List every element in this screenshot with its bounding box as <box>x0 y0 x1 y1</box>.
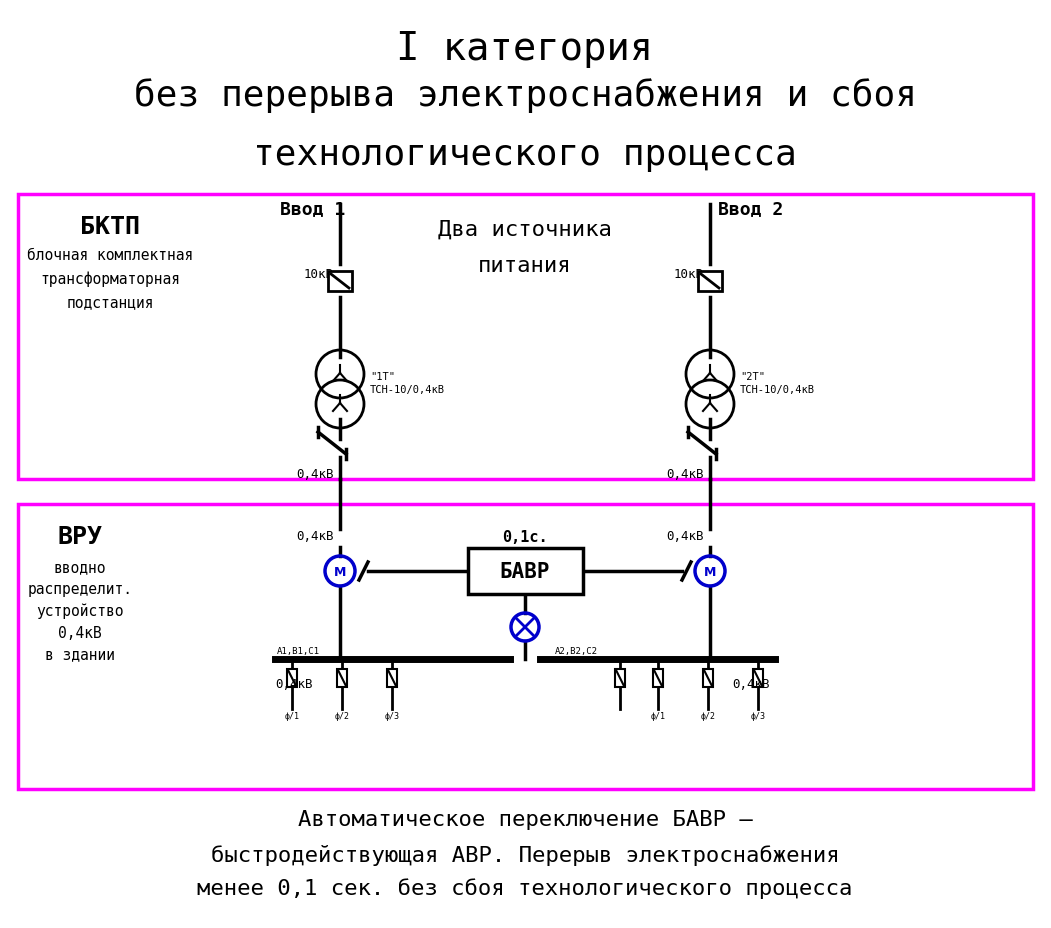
Text: 0,1с.: 0,1с. <box>502 530 548 545</box>
Bar <box>615 669 625 688</box>
Text: БКТП: БКТП <box>80 214 140 238</box>
Text: Автоматическое переключение БАВР –: Автоматическое переключение БАВР – <box>297 809 753 829</box>
Bar <box>328 272 352 291</box>
Text: 0,4кВ: 0,4кВ <box>296 468 334 481</box>
Text: А2,В2,С2: А2,В2,С2 <box>555 646 598 655</box>
Text: А1,В1,С1: А1,В1,С1 <box>277 646 320 655</box>
Text: М: М <box>704 565 716 578</box>
Text: 0,4кВ: 0,4кВ <box>296 530 334 542</box>
Bar <box>287 669 297 688</box>
Text: 10кВ: 10кВ <box>674 267 704 280</box>
Text: быстродействующая АВР. Перерыв электроснабжения: быстродействующая АВР. Перерыв электросн… <box>210 844 840 865</box>
Text: ф/2: ф/2 <box>701 711 716 720</box>
Text: технологического процесса: технологического процесса <box>253 138 797 172</box>
Bar <box>698 272 722 291</box>
Text: I категория: I категория <box>396 30 654 68</box>
Text: 0,4кВ: 0,4кВ <box>733 677 770 690</box>
Bar <box>468 548 582 594</box>
Text: М: М <box>334 565 346 578</box>
Text: ф/3: ф/3 <box>750 711 765 720</box>
Text: вводно
распределит.
устройство
0,4кВ
в здании: вводно распределит. устройство 0,4кВ в з… <box>27 560 132 662</box>
Text: ф/3: ф/3 <box>385 711 399 720</box>
Bar <box>18 505 1033 789</box>
Text: 0,4кВ: 0,4кВ <box>666 468 704 481</box>
Text: Ввод 1: Ввод 1 <box>280 200 345 218</box>
Text: БАВР: БАВР <box>499 561 551 581</box>
Text: ф/2: ф/2 <box>334 711 350 720</box>
Text: блочная комплектная
трансформаторная
подстанция: блочная комплектная трансформаторная под… <box>27 248 193 310</box>
Bar <box>337 669 347 688</box>
Text: "2Т"
ТСН-10/0,4кВ: "2Т" ТСН-10/0,4кВ <box>740 371 815 394</box>
Text: ВРУ: ВРУ <box>58 524 103 548</box>
Text: без перерыва электроснабжения и сбоя: без перерыва электроснабжения и сбоя <box>133 78 916 113</box>
Text: 10кВ: 10кВ <box>304 267 334 280</box>
Bar <box>387 669 397 688</box>
Bar <box>18 195 1033 480</box>
Text: Два источника
питания: Два источника питания <box>438 220 612 276</box>
Text: Ввод 2: Ввод 2 <box>718 200 783 218</box>
Text: 0,4кВ: 0,4кВ <box>666 530 704 542</box>
Bar <box>653 669 663 688</box>
Text: ф/1: ф/1 <box>651 711 665 720</box>
Text: ф/1: ф/1 <box>285 711 300 720</box>
Text: менее 0,1 сек. без сбоя технологического процесса: менее 0,1 сек. без сбоя технологического… <box>198 877 852 897</box>
Text: "1Т"
ТСН-10/0,4кВ: "1Т" ТСН-10/0,4кВ <box>370 371 445 394</box>
Bar <box>703 669 713 688</box>
Text: 0,4кВ: 0,4кВ <box>275 677 312 690</box>
Bar <box>753 669 763 688</box>
